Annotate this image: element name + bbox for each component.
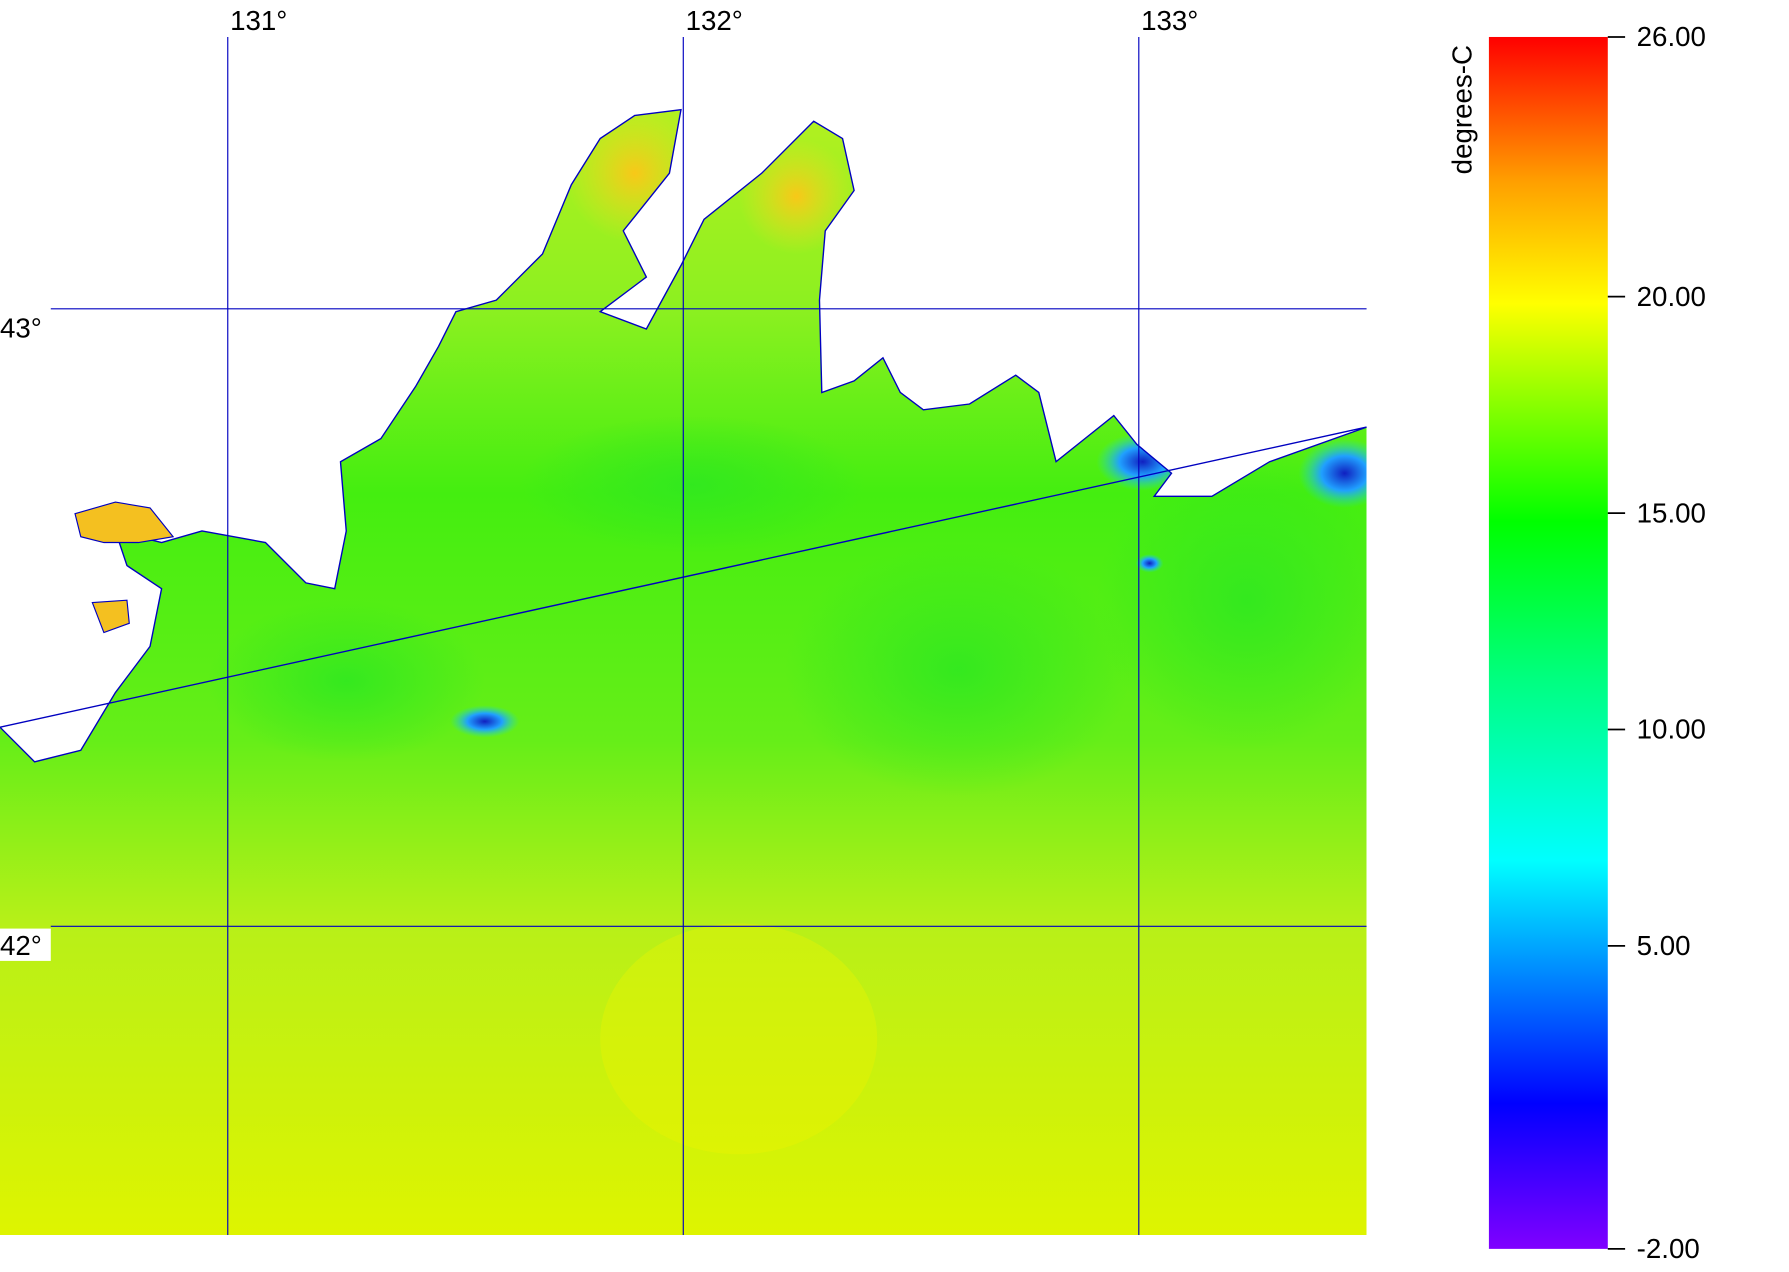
colorbar-label: degrees-C [1447,45,1478,174]
latitude-label-bg [0,311,51,344]
warm-patch [600,923,878,1155]
eddy [784,542,1132,797]
colorbar-tick-label: 10.00 [1637,714,1706,745]
longitude-label: 133° [1141,5,1198,36]
eddy [1096,450,1367,751]
longitude-label: 132° [686,5,743,36]
warm-patch [738,138,855,254]
colorbar-ticks: 26.00 20.00 15.00 10.00 5.00 -2.00 [1607,21,1706,1264]
eddy [207,600,485,762]
longitude-label: 131° [230,5,287,36]
colorbar-tick-label: -2.00 [1637,1233,1700,1264]
eddy [519,415,866,555]
cold-patch [1298,438,1367,508]
latitude-label-bg [0,928,51,961]
latitude-label: 42° [0,930,42,961]
colorbar-tick-label: 15.00 [1637,497,1706,528]
graticule: 131° 132° 133° 43° 42° [0,5,1367,1236]
colorbar-tick-label: 26.00 [1637,21,1706,52]
colorbar [1488,36,1608,1249]
latitude-label: 43° [0,313,42,344]
cold-patch [1135,554,1164,573]
colorbar-tick-label: 20.00 [1637,281,1706,312]
colorbar-tick-label: 5.00 [1637,930,1691,961]
cold-patch [1096,432,1189,491]
warm-bay [91,599,130,634]
cold-patch [450,705,520,738]
temperature-field [0,109,1367,1236]
coastline [0,108,1367,763]
warm-bay [74,501,175,544]
